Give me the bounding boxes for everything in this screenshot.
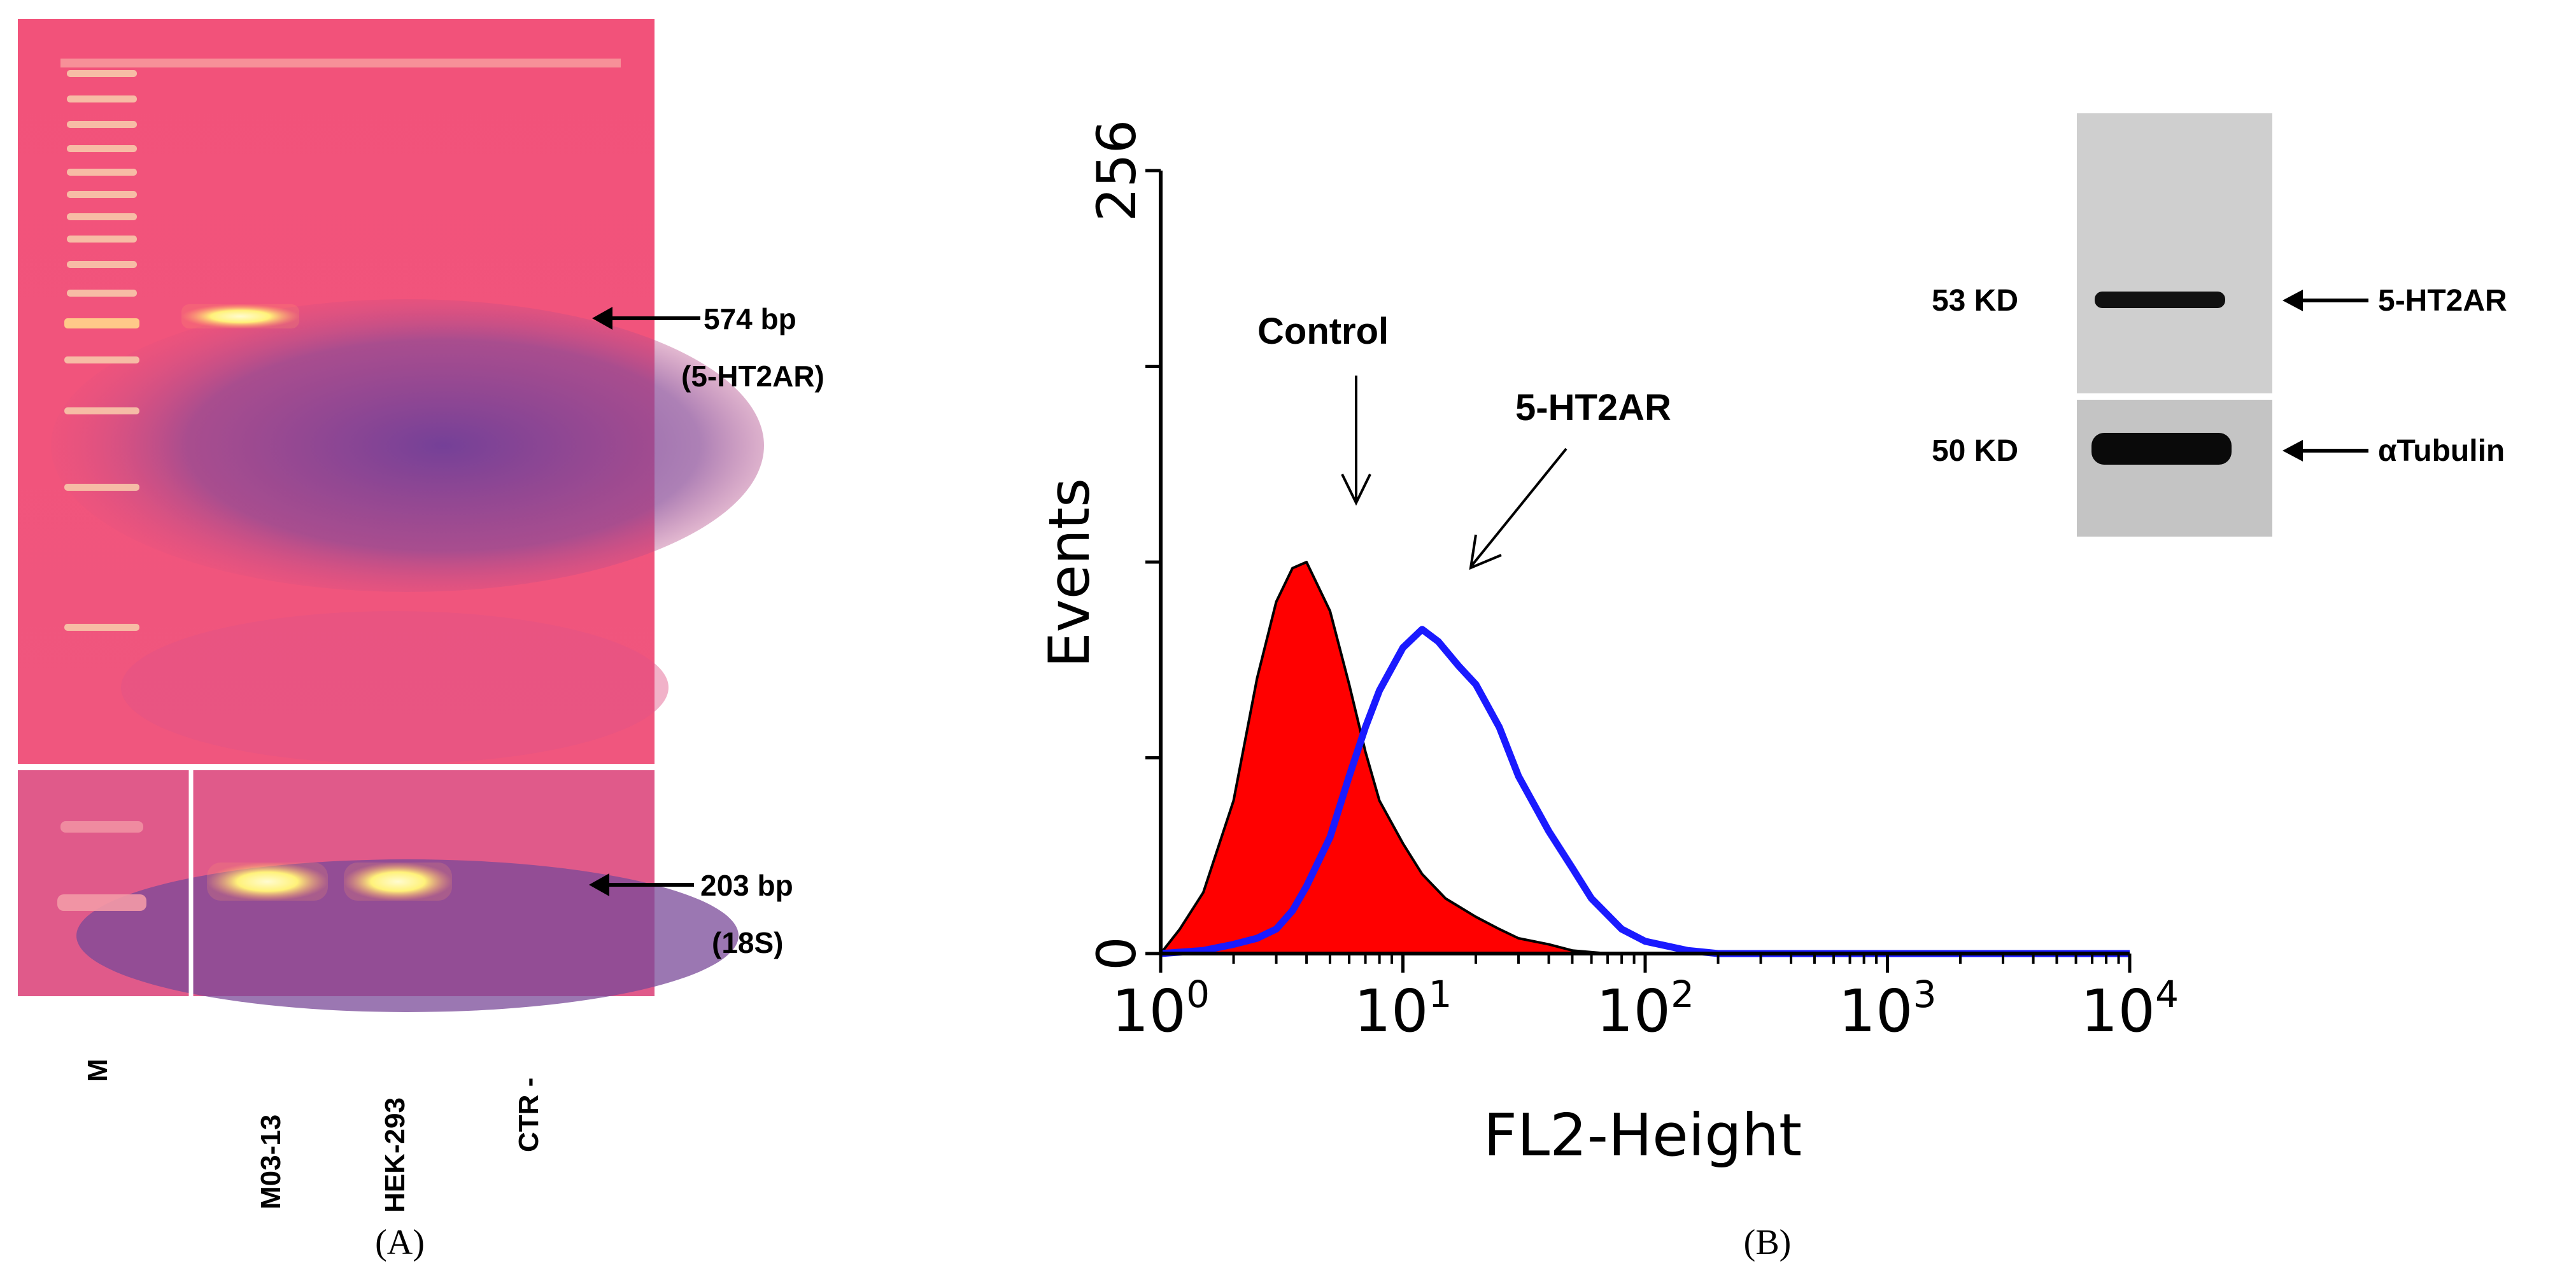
ladder-18s-band-upper bbox=[60, 821, 143, 833]
ladder-marker-bands bbox=[64, 70, 139, 631]
panel-b-histogram: Events FL2-Height Control 5-HT2AR 0 256 10… bbox=[1037, 120, 2179, 1262]
x-tick-label: 101 bbox=[1354, 973, 1452, 1045]
annotation-control-arrowhead bbox=[1341, 474, 1371, 506]
well-row bbox=[60, 59, 621, 67]
band-203bp-m0313 bbox=[207, 863, 328, 901]
ladder-band bbox=[67, 191, 137, 198]
ladder-band bbox=[64, 624, 139, 631]
panel-a-gel: 574 bp (5-HT2AR) 203 bp (18S) M M03-13 H… bbox=[18, 19, 824, 1262]
panel-b-western-blot: 53 KD 50 KD 5-HT2AR αTubulin bbox=[1932, 113, 2507, 537]
ladder-band bbox=[67, 145, 137, 152]
label-203bp: 203 bp bbox=[700, 869, 793, 902]
y-tick-label: 256 bbox=[1086, 120, 1148, 222]
annotation-5ht2ar-arrow bbox=[1471, 447, 1568, 567]
lane-label-m: M bbox=[82, 1059, 113, 1082]
ladder-band bbox=[64, 318, 139, 328]
lane-label-ctr: CTR - bbox=[513, 1078, 544, 1152]
annotation-5ht2ar: 5-HT2AR bbox=[1515, 387, 1671, 428]
x-tick-label: 103 bbox=[1839, 973, 1937, 1045]
histogram-plot: 0 256 100 101 102 103 104 bbox=[1086, 120, 2179, 1045]
ladder-band bbox=[67, 236, 137, 243]
ladder-band bbox=[67, 169, 137, 176]
series-control-area bbox=[1159, 561, 1646, 955]
ladder-band bbox=[67, 261, 137, 268]
ladder-band bbox=[67, 70, 137, 77]
mw-label-53kd: 53 KD bbox=[1932, 284, 2018, 318]
lane-label-m0313: M03-13 bbox=[255, 1115, 287, 1209]
protein-label-5ht2ar: 5-HT2AR bbox=[2378, 284, 2507, 318]
ladder-band bbox=[64, 407, 139, 414]
x-tick-label: 102 bbox=[1596, 973, 1694, 1045]
arrow-203bp-head bbox=[589, 873, 609, 896]
series-5ht2ar-line bbox=[1160, 626, 2130, 957]
band-50kd bbox=[2091, 433, 2232, 465]
label-574bp: 574 bp bbox=[704, 302, 796, 335]
x-tick-label: 104 bbox=[2081, 973, 2179, 1045]
protein-label-tubulin: αTubulin bbox=[2378, 434, 2505, 468]
caption-a: (A) bbox=[375, 1223, 425, 1262]
ladder-band bbox=[67, 290, 137, 297]
blot-top bbox=[2077, 113, 2272, 393]
band-53kd bbox=[2095, 292, 2225, 308]
label-5ht2ar-gene: (5-HT2AR) bbox=[681, 360, 824, 393]
x-axis-label: FL2-Height bbox=[1483, 1101, 1802, 1169]
ladder-band bbox=[64, 356, 139, 363]
label-18s: (18S) bbox=[712, 926, 783, 959]
gel-purple-smear bbox=[51, 299, 764, 592]
ladder-band bbox=[64, 484, 139, 491]
arrow-5ht2ar-protein-head bbox=[2282, 290, 2303, 311]
y-tick-label: 0 bbox=[1086, 936, 1148, 970]
arrow-tubulin-head bbox=[2282, 440, 2303, 461]
lane-label-hek293: HEK-293 bbox=[379, 1097, 411, 1213]
gel-lower-dark bbox=[121, 611, 669, 764]
ladder-18s-band bbox=[57, 894, 146, 911]
annotation-control: Control bbox=[1257, 311, 1389, 352]
ladder-band bbox=[67, 213, 137, 220]
y-axis-label: Events bbox=[1037, 478, 1102, 668]
x-tick-label: 100 bbox=[1112, 973, 1210, 1045]
ladder-band bbox=[67, 121, 137, 128]
caption-b: (B) bbox=[1744, 1223, 1792, 1262]
ladder-band bbox=[67, 95, 137, 102]
band-203bp-hek293 bbox=[344, 863, 452, 901]
blot-bottom bbox=[2077, 400, 2272, 537]
band-574bp bbox=[181, 304, 299, 328]
annotation-5ht2ar-arrowhead bbox=[1469, 534, 1502, 570]
arrow-574bp-head bbox=[592, 307, 612, 330]
mw-label-50kd: 50 KD bbox=[1932, 434, 2018, 468]
